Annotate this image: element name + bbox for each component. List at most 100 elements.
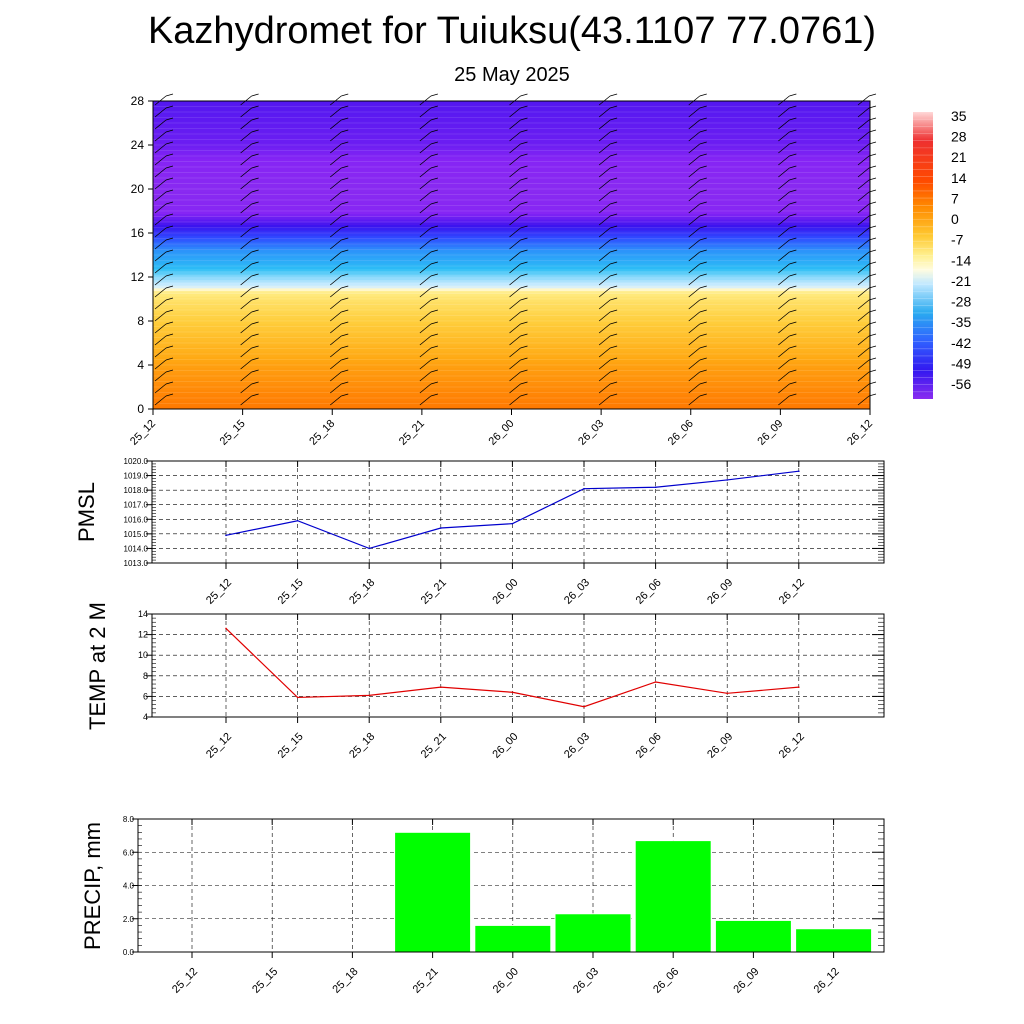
colorbar-label: 7 [951, 190, 959, 206]
wind-barb-flag [251, 129, 259, 133]
wind-barb-flag [341, 225, 349, 229]
heatmap-band [153, 172, 870, 176]
wind-barb-flag [430, 333, 438, 337]
y-tick-label: 20 [131, 182, 145, 196]
wind-barb-flag [789, 333, 797, 337]
heatmap-band [153, 108, 870, 113]
wind-barb [329, 179, 342, 190]
wind-barb [329, 167, 342, 178]
wind-barb-flag [341, 189, 349, 193]
wind-barb [688, 107, 701, 118]
wind-barb-flag [165, 273, 174, 277]
wind-barb [778, 323, 790, 334]
wind-barb [154, 275, 167, 286]
wind-barb-flag [165, 165, 174, 169]
wind-barb [598, 239, 611, 250]
heatmap-band [153, 372, 870, 377]
wind-barb [778, 275, 790, 286]
y-tick-label: 16 [131, 226, 145, 240]
wind-barb [857, 107, 870, 118]
wind-barb-flag [789, 321, 797, 325]
wind-barb [688, 215, 701, 226]
wind-barb [240, 227, 252, 238]
wind-barb-flag [165, 105, 174, 109]
wind-barb [240, 359, 252, 370]
y-tick-label: 12 [138, 630, 148, 640]
wind-barb-flag [789, 237, 797, 241]
wind-barb [598, 155, 611, 166]
wind-barb [778, 227, 790, 238]
wind-barb [778, 179, 790, 190]
y-tick-label: 0.0 [123, 948, 135, 957]
wind-barb [598, 107, 611, 118]
wind-barb [240, 347, 252, 358]
heatmap-band [153, 188, 870, 193]
wind-barb-flag [610, 273, 618, 277]
wind-barb-flag [251, 93, 259, 97]
wind-barb [598, 167, 611, 178]
heatmap-band [153, 400, 870, 404]
wind-barb [857, 155, 870, 166]
wind-barb-flag [699, 333, 707, 337]
wind-barb [598, 251, 611, 262]
wind-barb [509, 191, 521, 202]
heatmap-band [153, 279, 870, 283]
wind-barb-flag [699, 285, 707, 289]
y-tick-label: 1019.0 [124, 472, 149, 481]
colorbar [913, 112, 933, 399]
wind-barb [509, 263, 521, 274]
wind-barb-flag [520, 105, 528, 109]
y-tick-label: 4.0 [123, 882, 135, 891]
colorbar-label: 14 [951, 170, 967, 186]
wind-barb [419, 131, 432, 142]
wind-barb-flag [341, 141, 349, 145]
y-tick-label: 6 [143, 691, 148, 701]
pmsl-point [654, 486, 657, 489]
pmsl-point [296, 519, 299, 522]
y-tick-label: 0 [137, 402, 144, 416]
colorbar-label: -28 [951, 294, 971, 310]
wind-barb-flag [610, 141, 618, 145]
heatmap-band [153, 381, 870, 385]
wind-barb [240, 143, 252, 154]
wind-barb [778, 371, 790, 382]
wind-barb-flag [520, 201, 528, 205]
wind-barb-flag [251, 177, 259, 181]
x-tick-label: 26_03 [562, 577, 592, 607]
wind-barb-flag [165, 213, 174, 217]
x-tick-label: 25_18 [307, 418, 337, 448]
wind-barb [778, 311, 790, 322]
precip-bar [795, 928, 873, 953]
wind-barb-flag [789, 105, 797, 109]
wind-barb [240, 275, 252, 286]
wind-barb-flag [430, 141, 438, 145]
heatmap-band [153, 378, 870, 382]
wind-barb-flag [251, 213, 259, 217]
wind-barb-flag [341, 393, 349, 397]
wind-barb-flag [520, 225, 528, 229]
wind-barb-flag [789, 165, 797, 169]
x-tick-label: 25_15 [276, 577, 306, 607]
x-tick-label: 26_12 [812, 966, 842, 996]
wind-barb [598, 323, 611, 334]
wind-barb-flag [610, 129, 618, 133]
wind-barb [154, 251, 167, 262]
heatmap-band [153, 337, 870, 341]
wind-barb-flag [251, 321, 259, 325]
temp-point [296, 696, 299, 699]
wind-barb-flag [610, 93, 618, 97]
wind-barb-flag [520, 261, 528, 265]
heatmap-band [153, 106, 870, 110]
wind-barb [688, 263, 701, 274]
wind-barb-flag [610, 117, 618, 121]
wind-barb-flag [165, 129, 174, 133]
heatmap-band [153, 251, 870, 256]
wind-barb [419, 347, 432, 358]
x-tick-label: 26_00 [491, 966, 521, 996]
wind-barb-flag [341, 153, 349, 157]
wind-barb [509, 107, 521, 118]
wind-barb [598, 263, 611, 274]
wind-barb-flag [610, 381, 618, 385]
wind-barb-flag [610, 225, 618, 229]
wind-barb [240, 335, 252, 346]
